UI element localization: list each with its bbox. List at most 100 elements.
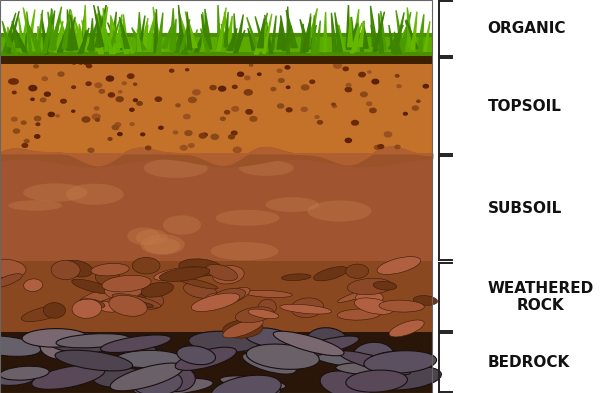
Ellipse shape	[47, 332, 112, 353]
Polygon shape	[15, 29, 27, 52]
Polygon shape	[28, 23, 41, 51]
Ellipse shape	[115, 350, 182, 368]
Polygon shape	[179, 5, 184, 50]
Circle shape	[278, 79, 284, 83]
Circle shape	[352, 121, 359, 125]
Polygon shape	[111, 12, 116, 47]
Polygon shape	[307, 13, 311, 47]
Circle shape	[72, 86, 75, 88]
Ellipse shape	[119, 293, 146, 308]
Polygon shape	[154, 24, 157, 49]
Polygon shape	[194, 26, 207, 52]
Ellipse shape	[0, 274, 23, 288]
Text: SUBSOIL: SUBSOIL	[488, 201, 562, 216]
Circle shape	[385, 132, 388, 134]
Polygon shape	[217, 7, 226, 51]
Polygon shape	[312, 15, 316, 53]
Polygon shape	[234, 30, 245, 53]
Ellipse shape	[370, 366, 441, 390]
Polygon shape	[78, 24, 81, 48]
Polygon shape	[405, 20, 418, 49]
Polygon shape	[373, 12, 384, 51]
Polygon shape	[271, 16, 276, 50]
Ellipse shape	[280, 304, 332, 314]
Polygon shape	[225, 12, 233, 52]
Ellipse shape	[22, 329, 88, 347]
Circle shape	[86, 64, 92, 68]
Circle shape	[106, 76, 114, 81]
Circle shape	[95, 119, 99, 121]
Polygon shape	[363, 21, 368, 48]
Polygon shape	[50, 8, 55, 50]
Polygon shape	[222, 24, 230, 50]
Polygon shape	[170, 8, 175, 49]
Ellipse shape	[66, 184, 124, 205]
Polygon shape	[258, 18, 264, 48]
Circle shape	[45, 92, 50, 96]
Circle shape	[61, 99, 66, 103]
Ellipse shape	[105, 281, 143, 299]
Ellipse shape	[154, 267, 202, 281]
Circle shape	[141, 133, 144, 136]
Circle shape	[127, 74, 134, 78]
Ellipse shape	[211, 242, 278, 260]
Ellipse shape	[133, 290, 163, 309]
Ellipse shape	[184, 282, 217, 298]
Circle shape	[99, 90, 105, 93]
Polygon shape	[224, 12, 228, 47]
Circle shape	[412, 106, 419, 110]
Circle shape	[345, 138, 351, 143]
Circle shape	[173, 131, 177, 134]
Polygon shape	[121, 29, 134, 53]
Polygon shape	[182, 25, 187, 54]
Circle shape	[170, 69, 174, 72]
Circle shape	[232, 107, 239, 111]
Polygon shape	[71, 10, 80, 51]
Circle shape	[285, 66, 290, 69]
Circle shape	[82, 117, 90, 122]
Ellipse shape	[245, 290, 292, 298]
Circle shape	[258, 73, 261, 75]
Circle shape	[21, 121, 26, 124]
Ellipse shape	[64, 343, 105, 364]
Polygon shape	[79, 10, 85, 51]
Ellipse shape	[72, 279, 111, 294]
Ellipse shape	[233, 333, 303, 351]
Polygon shape	[124, 14, 129, 53]
Bar	[0, 37, 432, 52]
Ellipse shape	[110, 363, 184, 391]
Polygon shape	[132, 28, 146, 50]
Circle shape	[225, 110, 230, 114]
Polygon shape	[282, 26, 291, 48]
Polygon shape	[95, 4, 106, 47]
Polygon shape	[162, 26, 172, 48]
Polygon shape	[286, 10, 297, 48]
Circle shape	[372, 79, 379, 84]
Circle shape	[56, 115, 59, 117]
Ellipse shape	[8, 200, 62, 211]
Polygon shape	[2, 21, 11, 47]
Polygon shape	[83, 5, 86, 47]
Text: TOPSOIL: TOPSOIL	[488, 99, 562, 114]
Ellipse shape	[24, 279, 43, 292]
Ellipse shape	[206, 292, 239, 303]
Circle shape	[188, 97, 196, 103]
Ellipse shape	[112, 294, 161, 308]
Ellipse shape	[109, 295, 147, 316]
Polygon shape	[255, 13, 267, 51]
Polygon shape	[8, 27, 13, 50]
Ellipse shape	[220, 376, 286, 390]
Ellipse shape	[320, 371, 372, 393]
Ellipse shape	[144, 158, 208, 178]
Polygon shape	[389, 25, 403, 49]
Polygon shape	[65, 17, 75, 50]
Polygon shape	[136, 12, 143, 51]
Circle shape	[193, 90, 200, 95]
Circle shape	[92, 114, 100, 119]
Circle shape	[424, 84, 428, 88]
Circle shape	[237, 72, 244, 76]
Ellipse shape	[111, 299, 154, 307]
Circle shape	[36, 123, 40, 125]
Ellipse shape	[258, 299, 277, 316]
Ellipse shape	[413, 296, 438, 305]
